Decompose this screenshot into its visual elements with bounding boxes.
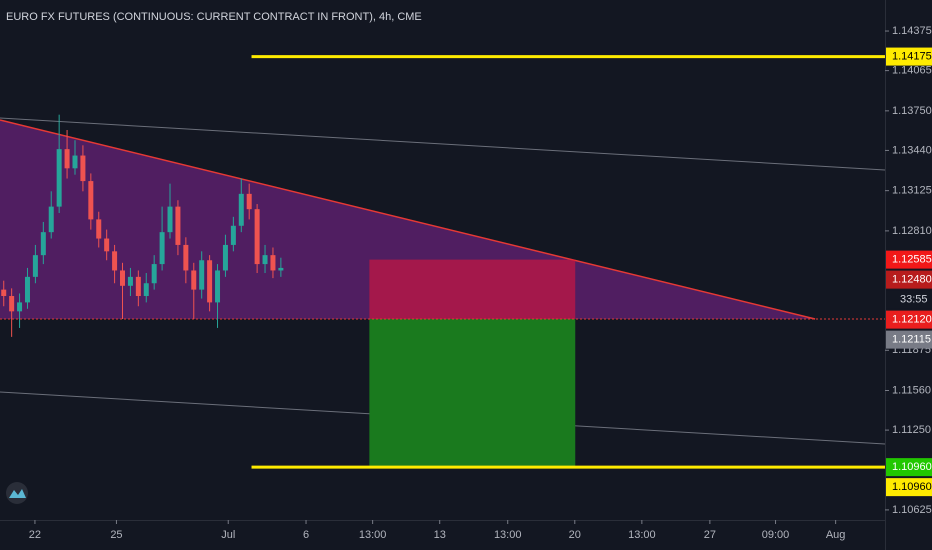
candle-body: [56, 149, 62, 207]
countdown-label: 33:55: [900, 294, 928, 306]
y-tick-label: 1.10625: [892, 504, 932, 516]
candle-body: [64, 149, 70, 169]
candle-body: [88, 181, 94, 220]
candle-body: [254, 209, 260, 265]
candle-body: [175, 206, 181, 245]
price-badge: [886, 250, 932, 269]
y-tick-label: 1.11250: [892, 424, 931, 436]
x-tick-label: 20: [569, 529, 581, 541]
countdown-badge: [886, 290, 932, 309]
price-badge-label: 1.10960: [892, 481, 932, 493]
y-tick-label: 1.13750: [892, 105, 932, 117]
candle-body: [104, 238, 110, 252]
candle-body: [270, 255, 276, 271]
target-zone: [369, 318, 576, 468]
x-tick-label: 13:00: [359, 529, 387, 541]
candle-body: [40, 232, 46, 256]
candle-body: [80, 155, 86, 182]
candle-body: [167, 206, 173, 233]
candle-body: [112, 251, 118, 271]
x-tick-label: 09:00: [762, 529, 790, 541]
price-badge: [886, 270, 932, 289]
candle-body: [238, 193, 244, 226]
price-badge-label: 1.10960: [892, 461, 932, 473]
price-badge: [886, 458, 932, 477]
candle-body: [199, 260, 205, 290]
trendline: [0, 117, 886, 171]
x-tick-label: 13: [434, 529, 446, 541]
candle-body: [17, 302, 23, 312]
price-badge: [886, 47, 932, 66]
candle-body: [143, 283, 149, 297]
y-tick-label: 1.11560: [892, 384, 931, 396]
y-tick-label: 1.13440: [892, 144, 932, 156]
price-badge: [886, 310, 932, 329]
x-tick-label: 6: [303, 529, 309, 541]
price-badge-label: 1.12115: [892, 334, 931, 346]
candle-body: [135, 276, 141, 297]
chart-title: EURO FX FUTURES (CONTINUOUS: CURRENT CON…: [6, 11, 422, 23]
price-badge-label: 1.12480: [892, 274, 932, 286]
candle-body: [1, 289, 7, 297]
candle-body: [96, 219, 102, 239]
y-tick-label: 1.12810: [892, 225, 932, 237]
candle-body: [222, 244, 228, 271]
candle-body: [207, 260, 213, 303]
candle-body: [278, 267, 284, 271]
candle-body: [230, 225, 236, 245]
y-tick-label: 1.14375: [892, 25, 932, 37]
y-tick-label: 1.14065: [892, 65, 932, 77]
candle-body: [9, 296, 15, 312]
candle-body: [48, 206, 54, 233]
candle-body: [215, 270, 221, 303]
x-tick-label: 13:00: [494, 529, 522, 541]
logo: [6, 482, 28, 504]
candle-body: [191, 270, 197, 290]
candle-body: [32, 255, 38, 277]
candle-body: [24, 276, 30, 303]
candle-body: [127, 276, 133, 286]
price-badge: [886, 478, 932, 497]
candle-body: [120, 270, 126, 286]
candle-body: [72, 155, 78, 169]
price-badge-label: 1.12585: [892, 254, 932, 266]
candle-body: [151, 264, 157, 284]
y-tick-label: 1.13125: [892, 185, 932, 197]
plot-area: [0, 55, 886, 469]
candle-body: [183, 244, 189, 271]
candle-body: [159, 232, 165, 265]
candle-body: [262, 255, 268, 265]
trendline: [0, 119, 816, 320]
x-tick-label: 27: [704, 529, 716, 541]
x-tick-label: 22: [29, 529, 41, 541]
x-tick-label: 13:00: [628, 529, 656, 541]
x-tick-label: Jul: [221, 529, 235, 541]
price-badge: [886, 330, 932, 349]
x-tick-label: Aug: [826, 529, 846, 541]
price-badge-label: 1.12120: [892, 314, 932, 326]
candle-body: [246, 193, 252, 210]
price-badge-label: 1.14175: [892, 50, 932, 62]
stop-zone: [369, 259, 576, 319]
x-tick-label: 25: [110, 529, 122, 541]
